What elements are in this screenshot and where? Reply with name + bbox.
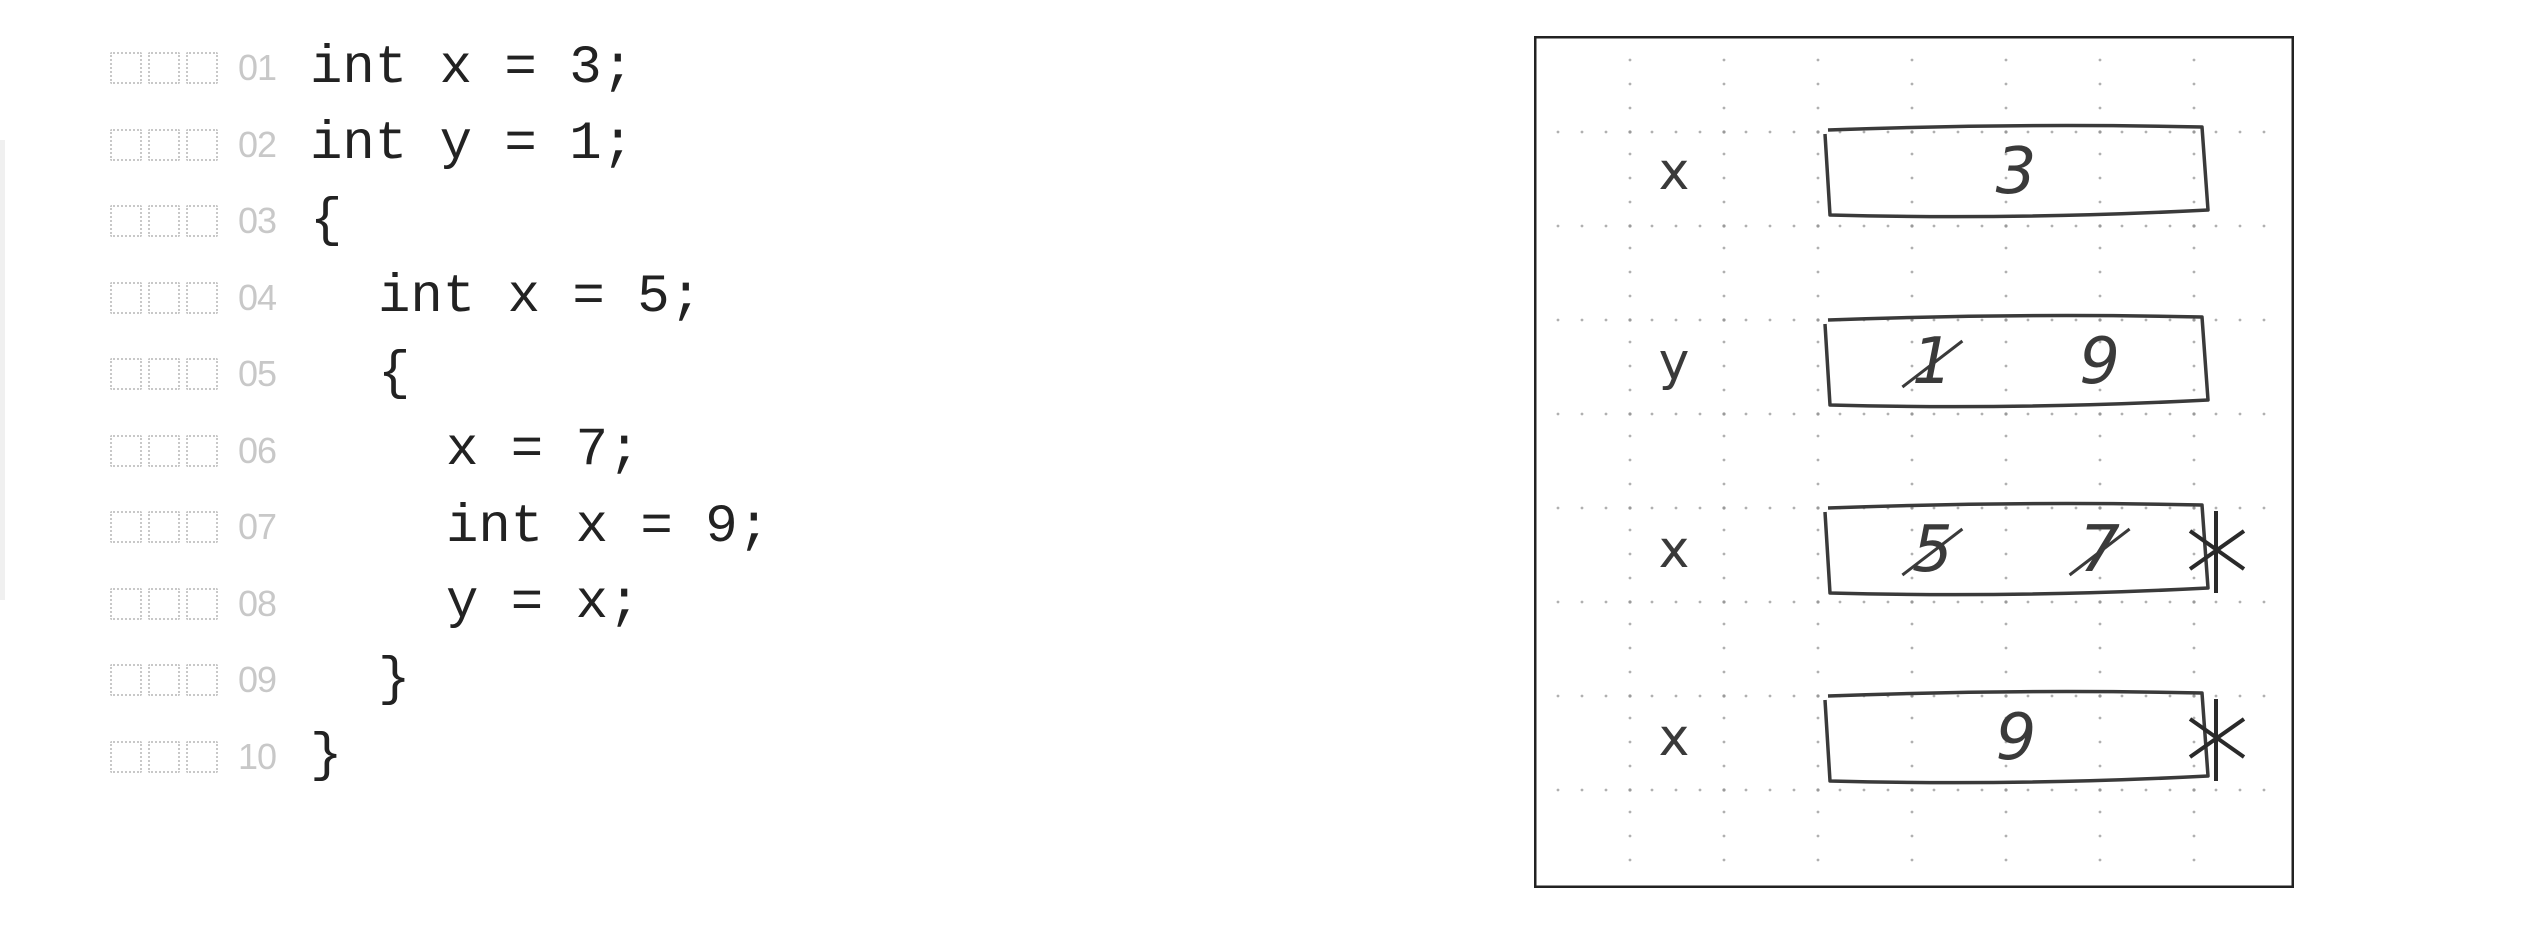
code-line: 05 { [110,336,410,412]
line-number: 06 [238,429,277,471]
line-checkboxes [110,511,218,543]
checkbox-placeholder [110,281,142,314]
line-number: 08 [238,582,277,624]
left-edge-strip [0,140,5,600]
checkbox-placeholder [186,128,218,161]
code-text: int y = 1; [310,114,635,175]
code-listing: 01 int x = 3; 02 int y = 1; 03{04 int x = 5; 0… [110,30,1210,810]
code-line: 07 int x = 9; [110,489,770,565]
checkbox-placeholder [148,358,180,390]
asterisk-mark [2188,511,2246,593]
code-line: 02 int y = 1; [110,107,634,183]
checkbox-placeholder [110,52,142,84]
checkbox-placeholder [110,358,142,390]
code-line: 04 int x = 5; [110,260,702,336]
line-number: 04 [238,276,277,318]
asterisk-mark [2188,699,2246,781]
variable-label: x [1659,520,1690,580]
line-number: 05 [238,353,277,394]
checkbox-placeholder [110,128,142,161]
memory-value: 9 [1996,701,2037,775]
memory-value: 3 [1996,135,2037,209]
checkbox-placeholder [110,434,142,467]
line-number: 02 [238,123,277,165]
line-checkboxes [110,740,218,773]
strike-mark [1901,527,1964,577]
variable-label: x [1659,142,1690,202]
checkbox-placeholder [186,740,218,773]
checkbox-placeholder [148,281,180,314]
line-number: 01 [238,47,277,88]
memory-diagram-svg: x 3y 1 9x 5 7x 9 [1534,36,2294,888]
dot-grid [1546,48,2282,876]
line-checkboxes [110,128,218,161]
code-text: int x = 3; [310,37,635,99]
line-checkboxes [110,281,218,314]
code-line: 03 { [110,183,342,259]
checkbox-placeholder [148,128,180,161]
code-line: 09} [110,642,410,718]
code-text: { [378,343,411,405]
memory-row: x 5 7 [1659,501,2246,597]
checkbox-placeholder [148,664,180,696]
code-line: 01 int x = 3; [110,30,634,106]
checkbox-placeholder [110,740,142,773]
line-number: 09 [238,659,277,700]
checkbox-placeholder [186,511,218,543]
checkbox-placeholder [148,434,180,467]
memory-cell-box [1823,313,2210,409]
checkbox-placeholder [110,511,142,543]
checkbox-placeholder [186,434,218,467]
checkbox-placeholder [148,511,180,543]
memory-cell-box [1823,123,2210,219]
code-line: 08 y = x; [110,566,640,642]
checkbox-placeholder [110,664,142,696]
memory-row: y 1 9 [1659,313,2210,409]
checkbox-placeholder [186,52,218,84]
variable-label: y [1659,332,1690,392]
memory-cell-box [1823,501,2210,597]
strike-mark [1901,339,1964,389]
code-text: x = 7; [446,420,641,481]
line-number: 07 [238,506,277,547]
checkbox-placeholder [186,358,218,390]
checkbox-placeholder [110,205,142,237]
line-number: 10 [238,735,277,777]
memory-value: 9 [2079,325,2120,399]
memory-cell-box [1823,689,2210,785]
checkbox-placeholder [148,587,180,620]
code-text: y = x; [446,573,641,634]
checkbox-placeholder [186,664,218,696]
line-checkboxes [110,358,218,390]
memory-value: 5 [1912,513,1953,587]
code-text: int x = 5; [378,267,703,328]
checkbox-placeholder [186,205,218,237]
checkbox-placeholder [186,281,218,314]
checkbox-placeholder [148,205,180,237]
code-line: 06 x = 7; [110,413,640,489]
code-text: int x = 9; [446,496,771,558]
memory-value: 1 [1912,325,1953,399]
line-checkboxes [110,434,218,467]
checkbox-placeholder [186,587,218,620]
line-number: 03 [238,200,277,241]
memory-value: 7 [2079,513,2120,587]
code-text: { [310,190,343,252]
line-checkboxes [110,52,218,84]
code-text: } [310,726,343,787]
checkbox-placeholder [148,740,180,773]
code-line: 10} [110,719,342,795]
strike-mark [2068,527,2131,577]
line-checkboxes [110,205,218,237]
line-checkboxes [110,664,218,696]
variable-label: x [1659,708,1690,768]
checkbox-placeholder [110,587,142,620]
checkbox-placeholder [148,52,180,84]
code-text: } [378,649,411,711]
line-checkboxes [110,587,218,620]
